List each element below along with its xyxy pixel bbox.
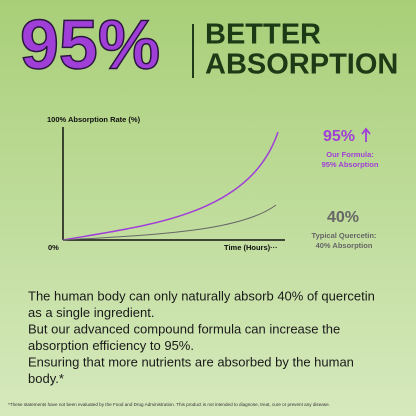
callout-value: 40% [327,209,359,226]
headline: 95% [20,5,160,83]
title-line: ABSORPTION [205,49,398,81]
body-text: The human body can only naturally absorb… [28,288,375,386]
y-axis-label: 100% Absorption Rate (%) [47,115,141,124]
up-arrow [361,127,371,142]
body-line: The human body can only naturally absorb… [28,288,375,303]
typical-curve [62,204,277,241]
title-line: BETTER [205,19,321,51]
body-line: Ensuring that more nutrients are absorbe… [28,354,354,369]
x-axis-label: Time (Hours)··· [224,243,278,252]
callout-line: Our Formula: [326,150,374,159]
body-line: as a single ingredient. [28,305,154,320]
body-line: But our advanced compound formula can in… [28,321,340,336]
body-line: body.* [28,371,64,386]
footnote: *These statements have not been evaluate… [8,402,330,407]
callout-line: Typical Quercetin: [312,231,377,240]
callout-line: 40% Absorption [316,241,373,250]
callout-value: 95% [323,128,355,145]
body-line: absorption efficiency to 95%. [28,338,194,353]
callout-line: 95% Absorption [322,160,379,169]
origin-label: 0% [48,243,59,252]
formula-curve [62,131,279,241]
